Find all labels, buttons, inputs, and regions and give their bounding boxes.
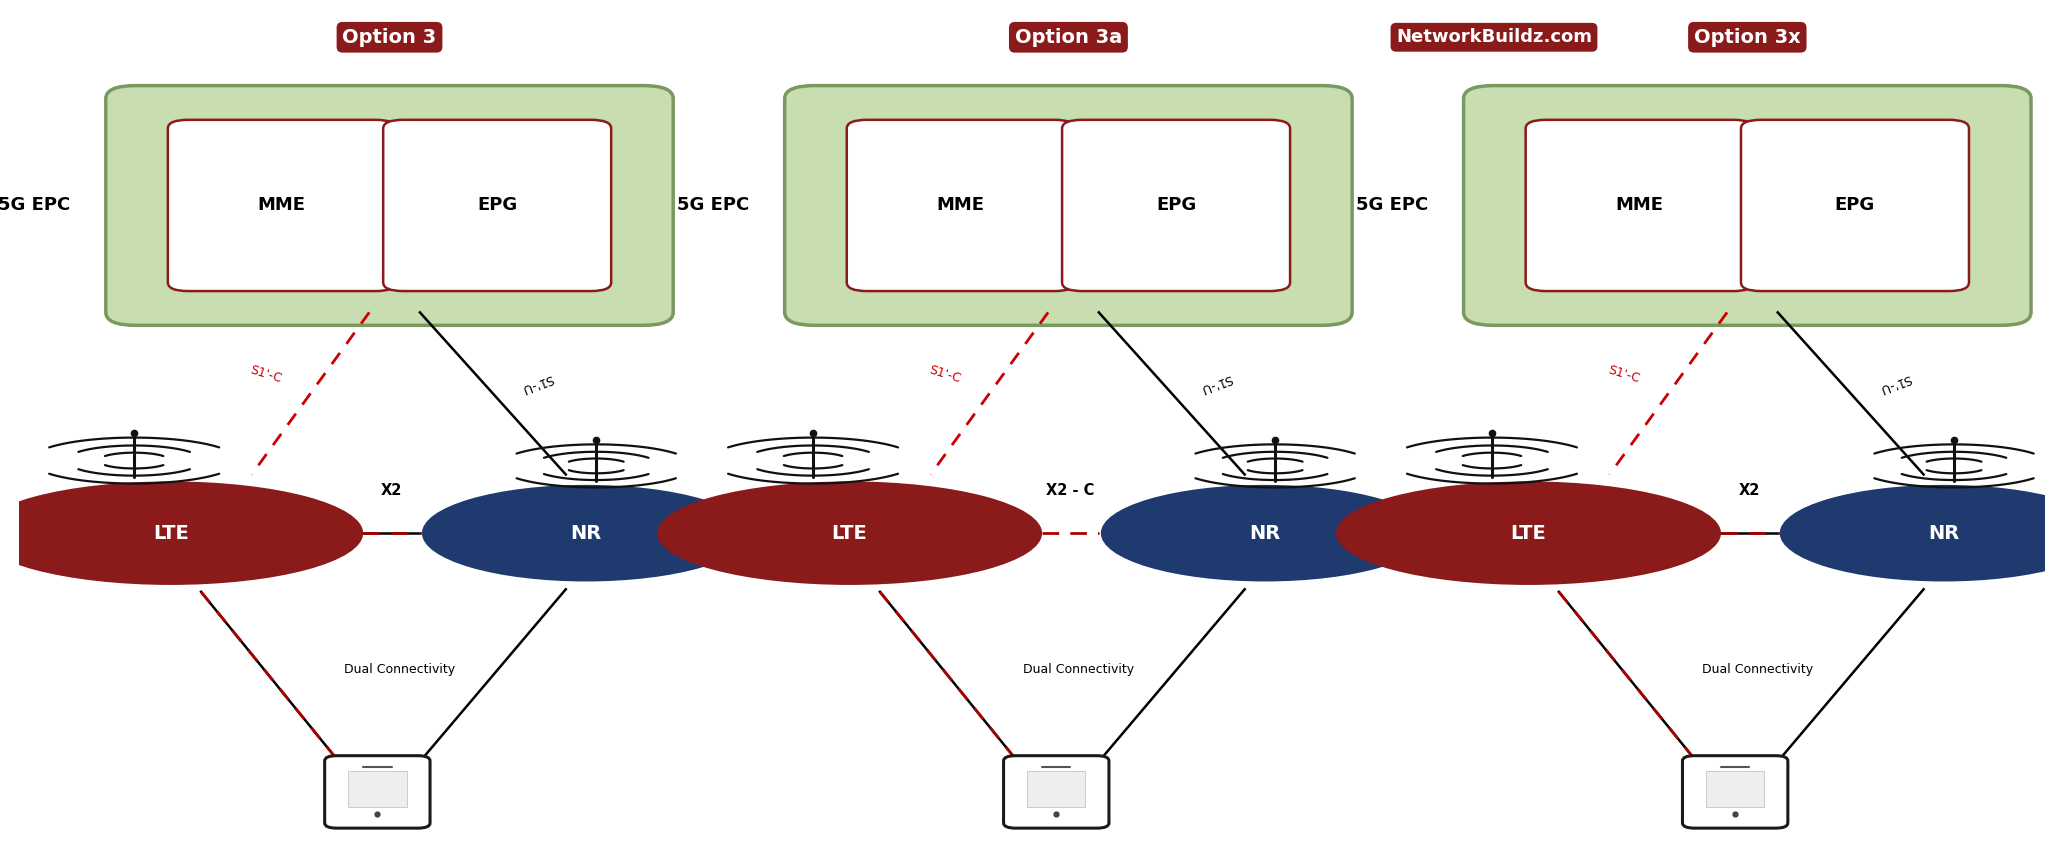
Text: LTE: LTE <box>154 523 188 542</box>
FancyBboxPatch shape <box>1741 120 1968 291</box>
FancyBboxPatch shape <box>1063 120 1290 291</box>
Text: NetworkBuildz.com: NetworkBuildz.com <box>1397 29 1591 46</box>
Ellipse shape <box>1335 482 1720 585</box>
Text: Dual Connectivity: Dual Connectivity <box>344 663 455 676</box>
Text: X2: X2 <box>1739 483 1759 497</box>
Text: X2: X2 <box>381 483 401 497</box>
Text: EPG: EPG <box>1835 196 1876 214</box>
Text: NR: NR <box>571 523 602 542</box>
Text: Option 3x: Option 3x <box>1694 28 1800 47</box>
Bar <box>348 771 408 807</box>
FancyBboxPatch shape <box>383 120 610 291</box>
Text: Option 3: Option 3 <box>342 28 436 47</box>
Ellipse shape <box>0 482 362 585</box>
Text: Option 3a: Option 3a <box>1016 28 1122 47</box>
Text: X2 - C: X2 - C <box>1047 483 1094 497</box>
FancyBboxPatch shape <box>784 86 1352 326</box>
FancyBboxPatch shape <box>1004 756 1108 828</box>
Text: MME: MME <box>1616 196 1663 214</box>
FancyBboxPatch shape <box>1683 756 1788 828</box>
FancyBboxPatch shape <box>106 86 674 326</box>
Text: S1'-C: S1'-C <box>1606 364 1640 385</box>
Text: 5G EPC: 5G EPC <box>0 196 70 214</box>
Ellipse shape <box>422 485 750 582</box>
Text: NR: NR <box>1929 523 1960 542</box>
Text: LTE: LTE <box>1511 523 1546 542</box>
Text: S1'-U: S1'-U <box>520 372 555 395</box>
Ellipse shape <box>1102 485 1430 582</box>
Text: S1'-C: S1'-C <box>928 364 963 385</box>
Ellipse shape <box>1780 485 2048 582</box>
Text: EPG: EPG <box>1155 196 1196 214</box>
Text: NR: NR <box>1249 523 1280 542</box>
FancyBboxPatch shape <box>326 756 430 828</box>
Text: Dual Connectivity: Dual Connectivity <box>1702 663 1812 676</box>
Text: S1'-C: S1'-C <box>248 364 283 385</box>
FancyBboxPatch shape <box>846 120 1075 291</box>
Text: Dual Connectivity: Dual Connectivity <box>1024 663 1135 676</box>
Text: S1'-U: S1'-U <box>1878 372 1913 395</box>
FancyBboxPatch shape <box>1464 86 2032 326</box>
Bar <box>1028 771 1085 807</box>
Ellipse shape <box>657 482 1042 585</box>
FancyBboxPatch shape <box>168 120 395 291</box>
Text: 5G EPC: 5G EPC <box>678 196 750 214</box>
Text: EPG: EPG <box>477 196 518 214</box>
Text: 5G EPC: 5G EPC <box>1356 196 1427 214</box>
Bar <box>1706 771 1763 807</box>
Text: LTE: LTE <box>831 523 868 542</box>
Text: MME: MME <box>936 196 985 214</box>
FancyBboxPatch shape <box>1526 120 1753 291</box>
Text: S1'-U: S1'-U <box>1198 372 1235 395</box>
Text: MME: MME <box>258 196 305 214</box>
